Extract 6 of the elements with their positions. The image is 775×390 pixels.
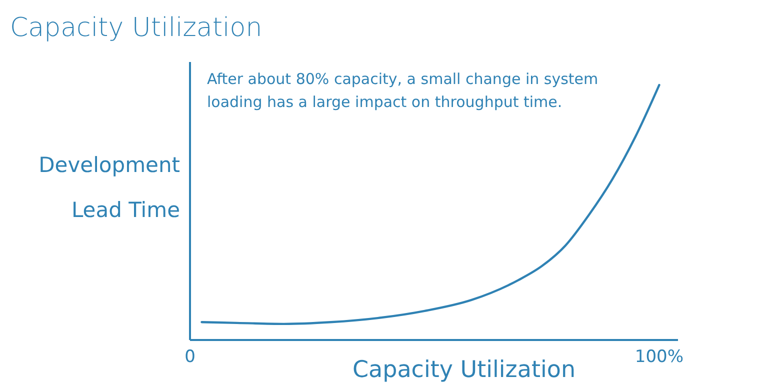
annotation: After about 80% capacity, a small change in system loading has a large impact on throughput time.: [207, 70, 598, 111]
x-axis-title: Capacity Utilization: [352, 357, 576, 383]
chart-title: Capacity Utilization: [10, 13, 262, 43]
y-axis-title: Development Lead Time: [38, 153, 180, 222]
x-tick-label: 0: [184, 347, 196, 367]
x-tick-label: 100%: [634, 347, 684, 367]
